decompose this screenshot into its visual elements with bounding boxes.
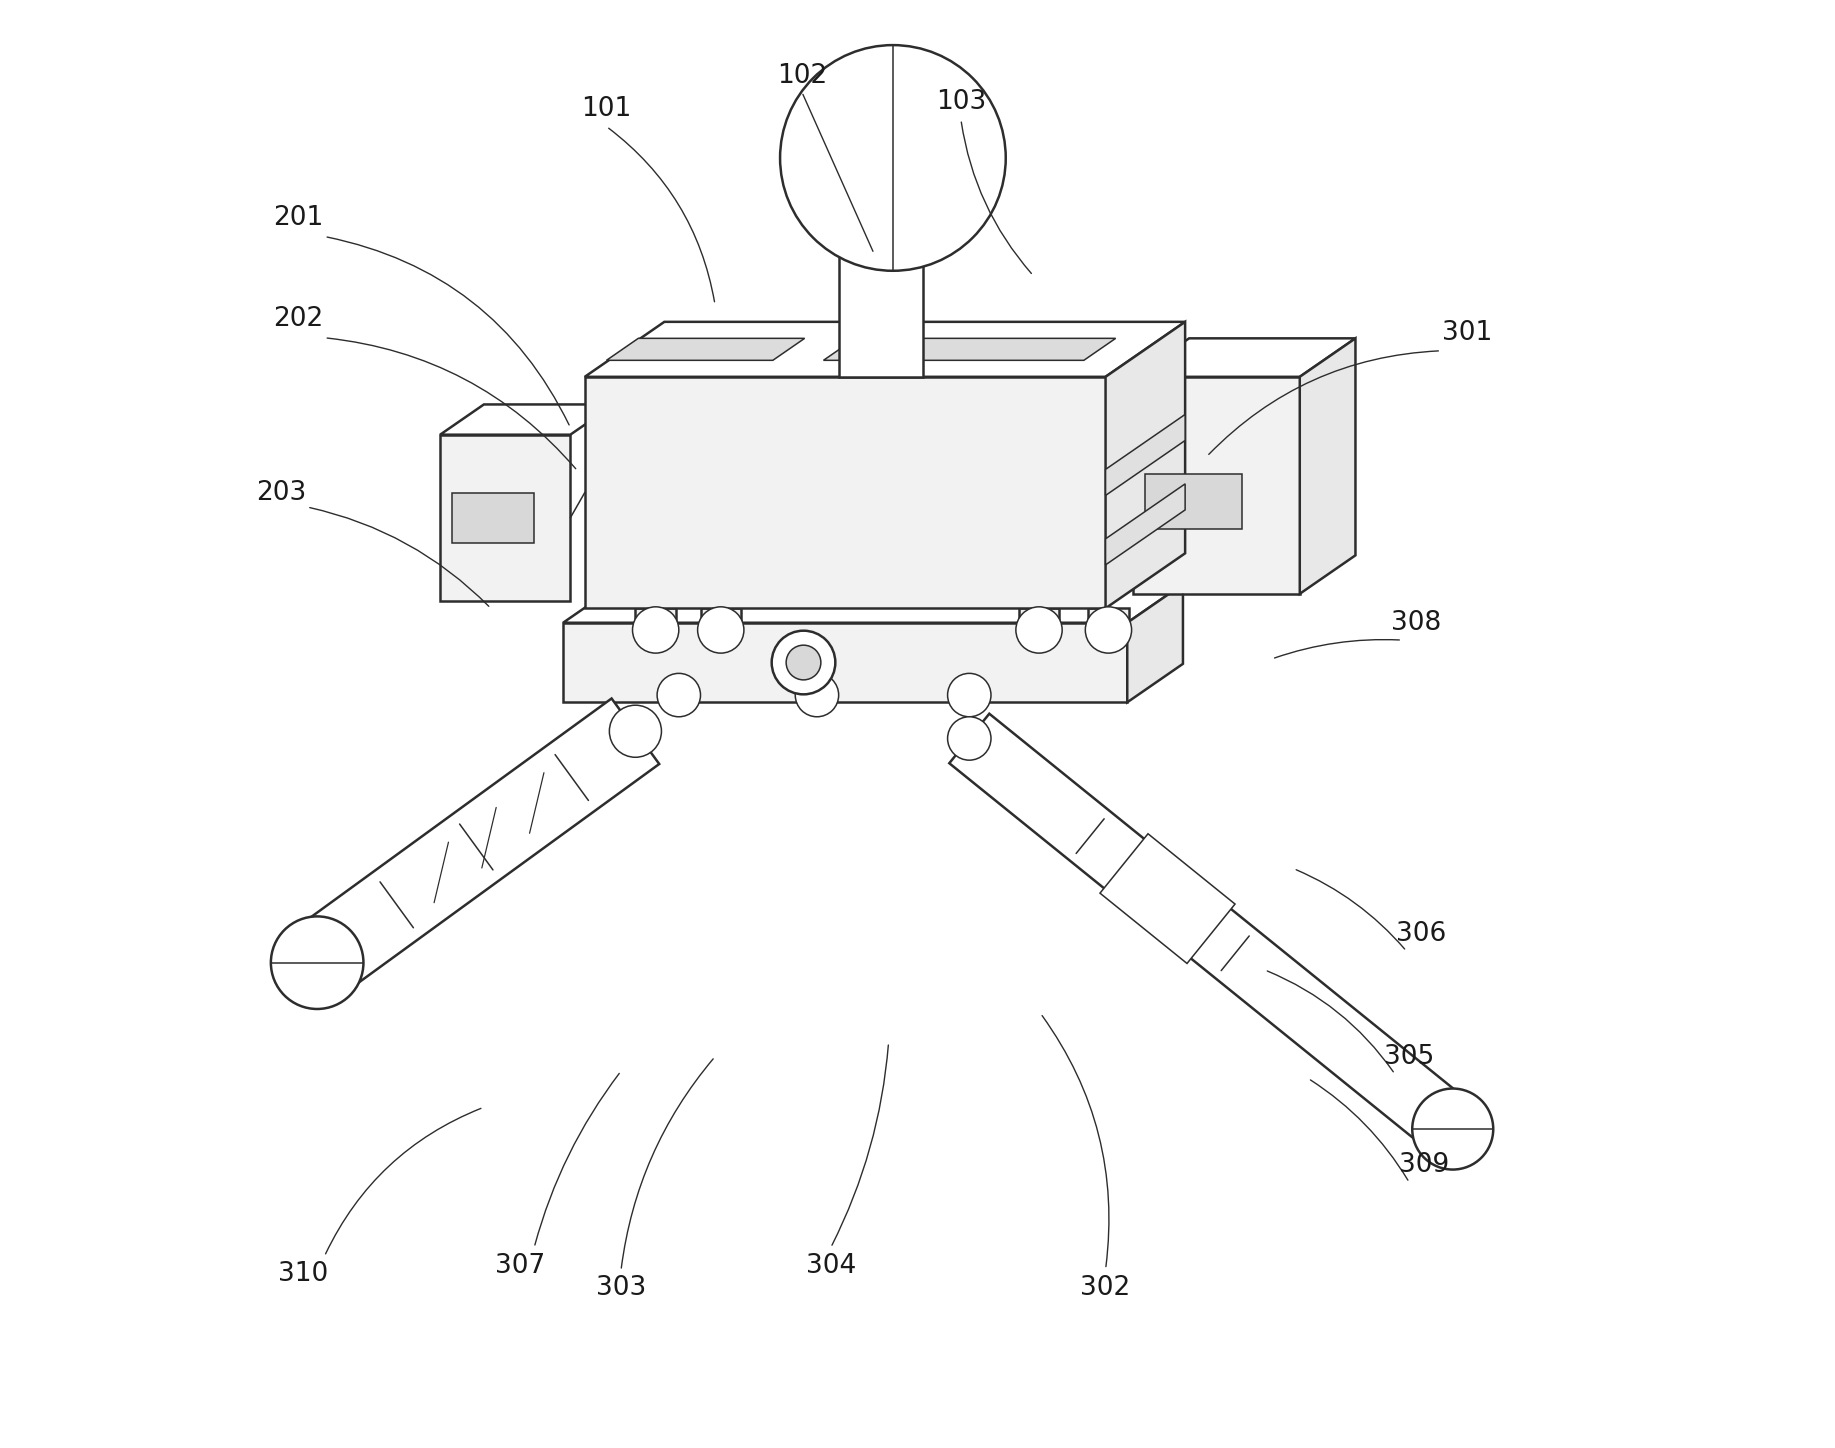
Polygon shape <box>1099 834 1235 963</box>
Polygon shape <box>451 492 534 543</box>
Text: 103: 103 <box>936 88 985 114</box>
Text: 301: 301 <box>1442 320 1492 346</box>
Circle shape <box>780 45 1006 271</box>
Polygon shape <box>563 623 1127 702</box>
Polygon shape <box>1134 376 1299 594</box>
Polygon shape <box>1127 584 1184 702</box>
Text: 308: 308 <box>1391 610 1442 636</box>
Text: 304: 304 <box>806 1254 855 1280</box>
Polygon shape <box>1299 339 1356 594</box>
Circle shape <box>1413 1089 1494 1170</box>
Polygon shape <box>440 434 571 601</box>
Text: 202: 202 <box>273 306 323 332</box>
Text: 307: 307 <box>495 1254 545 1280</box>
Polygon shape <box>585 321 1185 376</box>
Polygon shape <box>607 339 806 361</box>
Polygon shape <box>839 253 923 376</box>
Circle shape <box>795 673 839 717</box>
Text: 309: 309 <box>1398 1153 1450 1179</box>
Polygon shape <box>1088 608 1129 623</box>
Polygon shape <box>1105 321 1185 608</box>
Text: 102: 102 <box>776 62 828 88</box>
Polygon shape <box>839 226 963 253</box>
Text: 303: 303 <box>596 1276 646 1302</box>
Polygon shape <box>1018 608 1059 623</box>
Text: 201: 201 <box>273 204 323 230</box>
Circle shape <box>272 917 363 1009</box>
Text: 310: 310 <box>277 1261 328 1287</box>
Circle shape <box>633 607 679 653</box>
Polygon shape <box>1105 484 1185 565</box>
Circle shape <box>1084 607 1132 653</box>
Polygon shape <box>585 376 1105 608</box>
Circle shape <box>609 705 661 757</box>
Polygon shape <box>635 608 675 623</box>
Circle shape <box>947 717 991 760</box>
Text: 101: 101 <box>582 96 631 122</box>
Polygon shape <box>1134 339 1356 376</box>
Circle shape <box>773 631 835 695</box>
Polygon shape <box>949 714 1474 1154</box>
Circle shape <box>947 673 991 717</box>
Polygon shape <box>440 404 615 434</box>
Circle shape <box>1017 607 1062 653</box>
Text: 306: 306 <box>1396 921 1446 947</box>
Polygon shape <box>701 608 741 623</box>
Polygon shape <box>294 698 659 995</box>
Polygon shape <box>824 339 1116 361</box>
Text: 305: 305 <box>1384 1044 1435 1070</box>
Polygon shape <box>1145 475 1242 529</box>
Circle shape <box>657 673 701 717</box>
Polygon shape <box>1105 414 1185 495</box>
Text: 203: 203 <box>255 479 306 505</box>
Circle shape <box>697 607 743 653</box>
Polygon shape <box>563 584 1184 623</box>
Text: 302: 302 <box>1081 1276 1130 1302</box>
Circle shape <box>785 646 820 681</box>
